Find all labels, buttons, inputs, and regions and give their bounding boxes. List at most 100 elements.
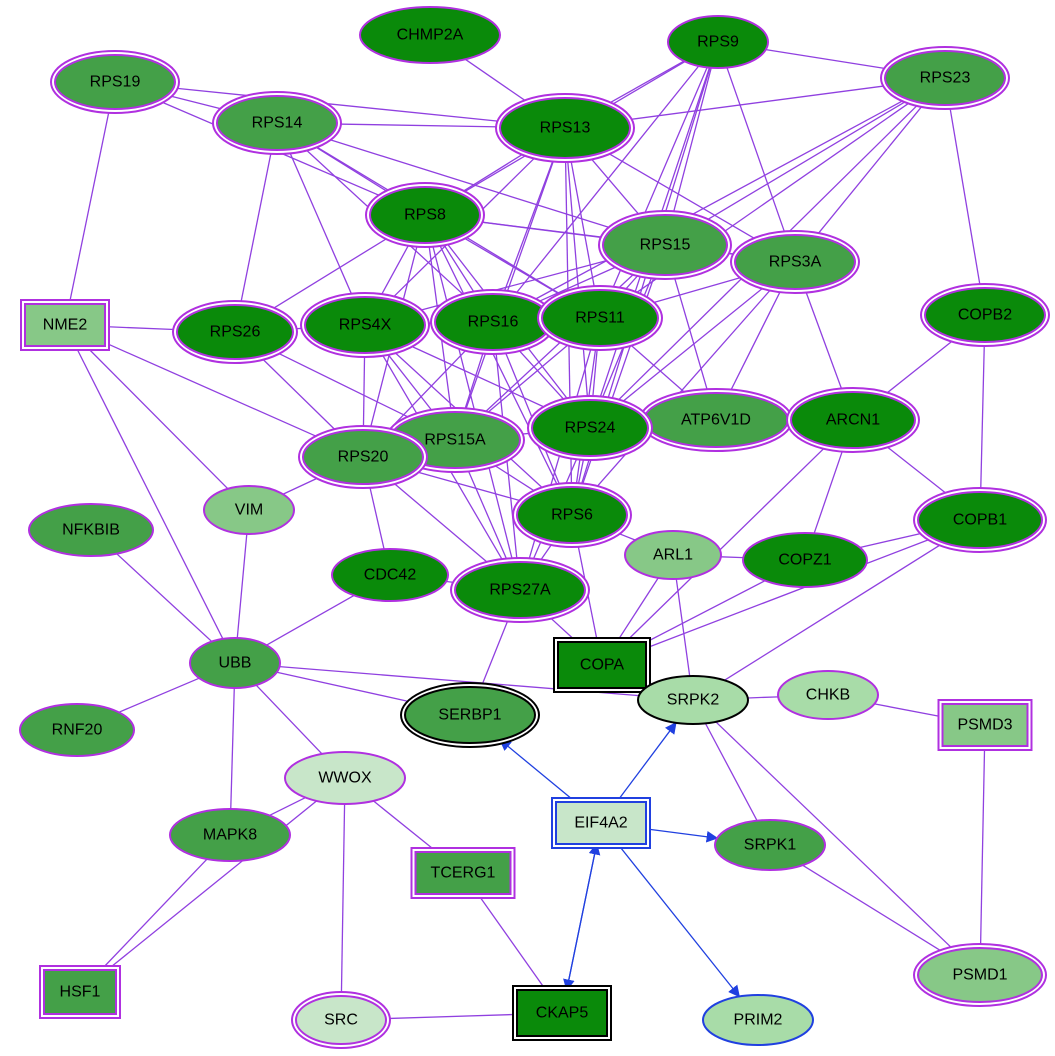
node-label: RPS14 <box>252 115 303 132</box>
node-rps6[interactable]: RPS6 <box>513 483 631 547</box>
edge <box>478 894 546 990</box>
node-mapk8[interactable]: MAPK8 <box>170 809 290 861</box>
edge <box>589 156 641 217</box>
node-label: RPS15A <box>424 432 486 449</box>
node-label: VIM <box>235 502 263 519</box>
node-rps15[interactable]: RPS15 <box>599 211 731 279</box>
node-psmd3[interactable]: PSMD3 <box>939 700 1032 750</box>
node-tcerg1[interactable]: TCERG1 <box>412 848 515 898</box>
node-label: RPS15 <box>640 237 691 254</box>
node-serbp1[interactable]: SERBP1 <box>401 683 539 747</box>
node-rnf20[interactable]: RNF20 <box>20 704 134 756</box>
node-label: RPS8 <box>404 207 446 224</box>
edge <box>646 581 765 643</box>
node-label: COPA <box>580 657 624 674</box>
edge <box>571 158 595 290</box>
node-rps4x[interactable]: RPS4X <box>301 293 429 357</box>
node-label: HSF1 <box>60 984 101 1001</box>
node-prim2[interactable]: PRIM2 <box>703 995 813 1045</box>
edge <box>231 688 235 809</box>
edge-directed <box>618 844 740 996</box>
node-label: COPB1 <box>953 512 1007 529</box>
node-cdc42[interactable]: CDC42 <box>332 549 448 601</box>
node-copb2[interactable]: COPB2 <box>921 284 1049 346</box>
node-label: PSMD3 <box>957 717 1012 734</box>
node-psmd1[interactable]: PSMD1 <box>914 944 1046 1006</box>
node-label: WWOX <box>318 770 372 787</box>
node-src[interactable]: SRC <box>292 992 390 1048</box>
node-label: RPS20 <box>338 449 389 466</box>
node-nfkbib[interactable]: NFKBIB <box>29 504 153 556</box>
edge <box>617 578 658 642</box>
node-label: CHKB <box>806 687 850 704</box>
edge <box>884 444 949 495</box>
node-eif4a2[interactable]: EIF4A2 <box>552 798 650 848</box>
node-rps13[interactable]: RPS13 <box>496 94 634 162</box>
edge <box>414 471 524 501</box>
edges-blue <box>500 723 739 997</box>
edge <box>884 339 956 396</box>
node-label: RPS24 <box>565 420 616 437</box>
node-wwox[interactable]: WWOX <box>285 752 405 804</box>
node-label: ARL1 <box>653 547 693 564</box>
node-srpk1[interactable]: SRPK1 <box>715 820 825 870</box>
edge <box>461 236 563 296</box>
node-rps9[interactable]: RPS9 <box>668 16 768 68</box>
node-label: RNF20 <box>52 722 103 739</box>
node-label: RPS6 <box>551 507 593 524</box>
node-copz1[interactable]: COPZ1 <box>743 533 867 587</box>
node-vim[interactable]: VIM <box>204 486 294 534</box>
node-label: PSMD1 <box>952 967 1007 984</box>
node-ubb[interactable]: UBB <box>190 638 280 688</box>
edge <box>101 859 207 970</box>
node-srpk2[interactable]: SRPK2 <box>638 676 748 724</box>
node-label: MAPK8 <box>203 827 257 844</box>
node-label: RPS3A <box>769 254 822 271</box>
edge <box>981 342 985 492</box>
edge <box>981 746 985 948</box>
node-nme2[interactable]: NME2 <box>21 300 109 350</box>
edge-directed <box>567 844 597 990</box>
edge <box>266 595 354 645</box>
node-ckap5[interactable]: CKAP5 <box>513 986 611 1040</box>
node-chkb[interactable]: CHKB <box>778 671 878 719</box>
node-label: RPS9 <box>697 34 739 51</box>
node-rps26[interactable]: RPS26 <box>173 301 297 363</box>
edge <box>673 68 712 215</box>
node-copa[interactable]: COPA <box>554 638 650 692</box>
node-rps24[interactable]: RPS24 <box>528 396 652 460</box>
node-label: RPS26 <box>210 324 261 341</box>
node-rps19[interactable]: RPS19 <box>51 51 179 113</box>
edge <box>237 534 247 638</box>
node-rps27a[interactable]: RPS27A <box>451 558 589 622</box>
node-copb1[interactable]: COPB1 <box>914 488 1046 552</box>
node-hsf1[interactable]: HSF1 <box>40 966 120 1018</box>
node-rps11[interactable]: RPS11 <box>538 286 662 350</box>
edge-directed <box>646 829 717 838</box>
node-atp6v1d[interactable]: ATP6V1D <box>640 389 792 451</box>
node-rps8[interactable]: RPS8 <box>366 183 484 247</box>
node-label: RPS23 <box>920 70 971 87</box>
node-arl1[interactable]: ARL1 <box>625 531 721 579</box>
edge <box>283 476 321 494</box>
edge <box>805 289 843 393</box>
node-label: RPS19 <box>90 74 141 91</box>
node-rps20[interactable]: RPS20 <box>299 426 427 488</box>
node-rps3a[interactable]: RPS3A <box>731 231 859 293</box>
node-label: TCERG1 <box>431 865 496 882</box>
node-label: UBB <box>219 655 252 672</box>
node-rps23[interactable]: RPS23 <box>881 47 1009 109</box>
edge <box>341 804 344 996</box>
edge <box>705 723 757 820</box>
node-rps16[interactable]: RPS16 <box>431 290 555 354</box>
node-rps14[interactable]: RPS14 <box>213 92 341 154</box>
node-label: RPS11 <box>575 310 625 327</box>
node-label: EIF4A2 <box>574 815 627 832</box>
edge <box>119 678 199 712</box>
node-label: NFKBIB <box>62 522 120 539</box>
node-label: ARCN1 <box>826 412 880 429</box>
network-diagram: CHMP2A RPS9 RPS19 RPS23 RPS14 RPS13 RPS8 RPS15 R… <box>0 0 1055 1056</box>
node-chmp2a[interactable]: CHMP2A <box>360 7 500 63</box>
node-arcn1[interactable]: ARCN1 <box>787 388 919 452</box>
edge <box>727 68 786 236</box>
